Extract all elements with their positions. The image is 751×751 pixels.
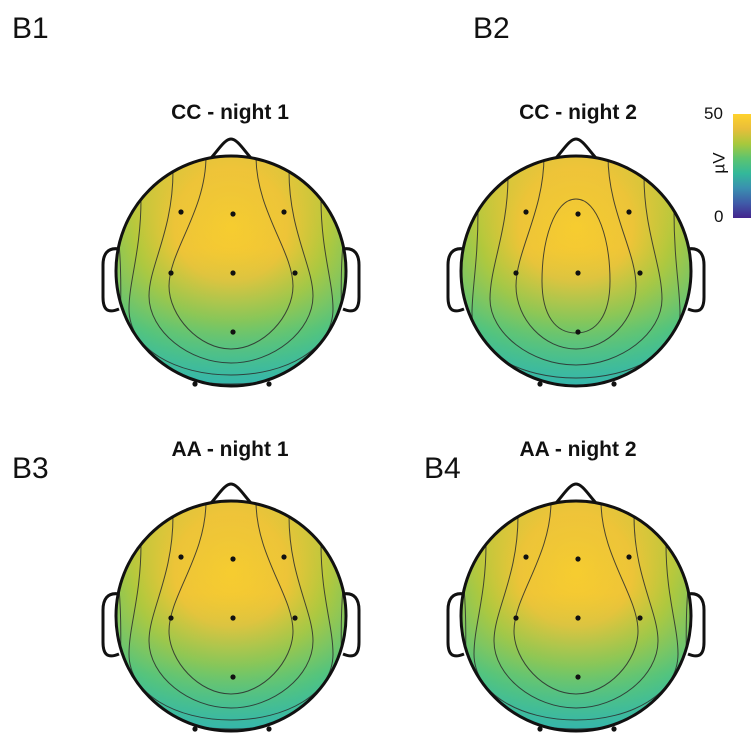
electrode-dot (575, 674, 581, 680)
head-map-aa-night-1 (101, 482, 361, 733)
left-ear (101, 247, 120, 313)
colorbar-min-label: 0 (714, 207, 724, 226)
right-ear (342, 247, 361, 313)
electrode-dot (575, 211, 581, 217)
head-map-cc-night-2 (446, 137, 706, 388)
nose (209, 482, 253, 504)
electrode-dot (513, 270, 519, 276)
head-outline (459, 154, 693, 388)
electrode-dot (230, 211, 236, 217)
electrode-dot (513, 615, 519, 621)
electrode-dot (637, 270, 643, 276)
contour-line (148, 515, 314, 709)
electrode-dot (537, 381, 543, 387)
map-title-cc-night-1: CC - night 1 (171, 101, 289, 124)
colorbar (733, 114, 751, 218)
electrode-dot (230, 329, 236, 335)
colorbar-max-label: 50 (704, 104, 723, 123)
contour-line (128, 543, 334, 721)
electrode-dot (575, 615, 581, 621)
electrode-dot (266, 726, 272, 732)
contour-line (168, 501, 294, 695)
head-outline (114, 499, 348, 733)
electrode-dot (178, 209, 184, 215)
right-ear (687, 592, 706, 658)
electrode-dot (523, 209, 529, 215)
electrode-dot (192, 726, 198, 732)
electrode-dot (266, 381, 272, 387)
left-ear (446, 247, 465, 313)
nose (554, 482, 598, 504)
electrode-dot (575, 556, 581, 562)
electrode-dot (637, 615, 643, 621)
colorbar-unit-label: µV (709, 152, 729, 174)
contour-line (489, 175, 663, 366)
head-outline (114, 154, 348, 388)
map-title-cc-night-2: CC - night 2 (519, 101, 637, 124)
electrode-dot (230, 270, 236, 276)
electrode-dot (626, 209, 632, 215)
left-ear (101, 592, 120, 658)
panel-letter-b2: B2 (473, 12, 510, 45)
panel-letter-b1: B1 (12, 12, 49, 45)
electrode-dot (626, 554, 632, 560)
head-map-aa-night-2 (446, 482, 706, 733)
electrode-dot (230, 615, 236, 621)
electrode-dot (178, 554, 184, 560)
contour-line (473, 543, 679, 721)
contour-line (128, 198, 334, 376)
contour-line (168, 156, 294, 350)
electrode-dot (575, 329, 581, 335)
electrode-dot (611, 381, 617, 387)
nose (554, 137, 598, 159)
electrode-dot (281, 554, 287, 560)
electrode-dot (230, 674, 236, 680)
head-outline (459, 499, 693, 733)
electrode-dot (537, 726, 543, 732)
panel-letter-b4: B4 (424, 452, 461, 485)
electrode-dot (281, 209, 287, 215)
electrode-dot (168, 615, 174, 621)
contour-line (515, 156, 637, 350)
head-map-cc-night-1 (101, 137, 361, 388)
contour-line (513, 501, 639, 695)
electrode-dot (611, 726, 617, 732)
electrode-dot (168, 270, 174, 276)
map-title-aa-night-2: AA - night 2 (519, 438, 637, 461)
electrode-dot (575, 270, 581, 276)
right-ear (687, 247, 706, 313)
contour-line (493, 515, 659, 709)
electrode-dot (230, 556, 236, 562)
electrode-dot (192, 381, 198, 387)
right-ear (342, 592, 361, 658)
contour-line (471, 210, 681, 379)
left-ear (446, 592, 465, 658)
electrode-dot (523, 554, 529, 560)
electrode-dot (292, 615, 298, 621)
nose (209, 137, 253, 159)
map-title-aa-night-1: AA - night 1 (171, 438, 289, 461)
panel-letter-b3: B3 (12, 452, 49, 485)
contour-line (148, 170, 314, 364)
electrode-dot (292, 270, 298, 276)
